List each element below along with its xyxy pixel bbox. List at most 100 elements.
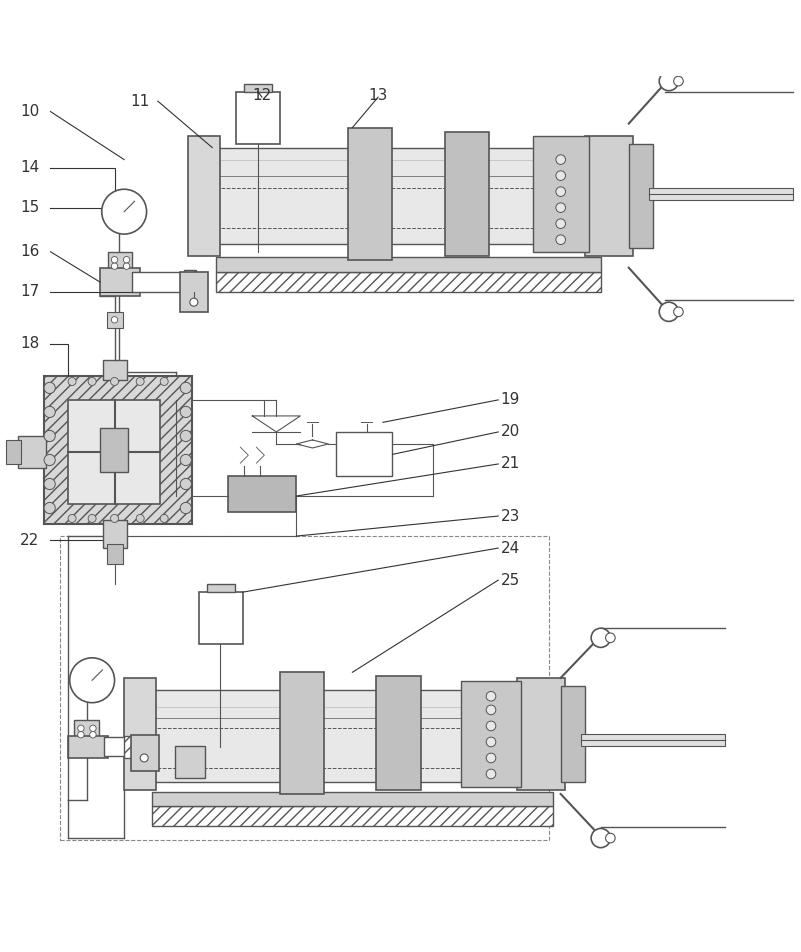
Circle shape [44,383,55,393]
Bar [152,806,553,826]
Circle shape [88,514,96,523]
Text: 24: 24 [501,541,520,556]
Bar [124,736,132,758]
Circle shape [44,503,55,514]
Circle shape [486,705,496,715]
Circle shape [556,203,566,212]
Bar [68,736,108,758]
Bar [68,400,160,504]
Bar [348,128,392,260]
Text: 13: 13 [368,88,388,103]
Circle shape [591,628,610,647]
Text: 22: 22 [20,532,39,547]
Bar [132,271,188,291]
Circle shape [659,302,678,322]
Circle shape [591,828,610,847]
Circle shape [70,658,115,703]
Circle shape [111,263,118,269]
Bar [103,360,127,380]
Circle shape [180,503,191,514]
Circle shape [136,514,144,523]
Circle shape [180,479,191,489]
Text: 12: 12 [252,88,272,103]
Circle shape [90,725,96,731]
Circle shape [674,307,683,317]
Bar [533,135,589,251]
Bar [445,131,489,256]
Circle shape [102,189,147,234]
Bar [336,432,392,476]
Bar [180,271,208,312]
Circle shape [44,430,55,442]
Bar [561,685,585,782]
Circle shape [486,769,496,779]
Circle shape [606,633,615,643]
Bar [581,734,725,746]
Text: 15: 15 [20,200,39,215]
Bar [175,746,205,778]
Circle shape [160,378,168,386]
Bar [629,144,653,248]
Bar [107,545,123,565]
Bar [216,148,601,244]
Circle shape [160,514,168,523]
Circle shape [556,155,566,165]
Bar [152,690,553,782]
Circle shape [90,731,96,738]
Circle shape [556,235,566,245]
Circle shape [606,833,615,843]
Circle shape [659,71,678,90]
Circle shape [111,378,119,386]
Bar [199,592,243,645]
Bar [244,84,272,91]
Circle shape [78,725,84,731]
Circle shape [111,514,119,523]
Text: 21: 21 [501,457,520,471]
Circle shape [556,219,566,228]
Circle shape [180,454,191,466]
Circle shape [123,256,130,263]
Text: 25: 25 [501,573,520,587]
Bar [376,676,421,790]
Bar [649,188,793,200]
Text: 11: 11 [131,93,150,109]
Bar [104,737,127,756]
Bar [280,672,324,794]
Bar [6,440,21,464]
Circle shape [78,731,84,738]
Bar [184,270,196,293]
Circle shape [556,170,566,181]
Text: 10: 10 [20,104,39,119]
Bar [100,428,128,472]
Text: 23: 23 [501,508,520,524]
Bar [107,312,123,327]
Circle shape [486,721,496,731]
Circle shape [111,256,118,263]
Circle shape [140,754,148,762]
Circle shape [486,753,496,763]
Circle shape [180,383,191,393]
Circle shape [556,187,566,196]
Bar [236,91,280,144]
Circle shape [123,263,130,269]
Bar [228,476,296,512]
Circle shape [44,454,55,466]
Bar [44,376,192,524]
Bar [131,735,159,771]
Text: 19: 19 [501,392,520,407]
Bar [108,251,132,271]
Text: 16: 16 [20,245,39,259]
Bar [207,585,235,592]
Circle shape [44,407,55,418]
Bar [585,135,633,256]
Bar [100,268,140,296]
Circle shape [674,76,683,86]
Circle shape [111,317,118,323]
Circle shape [180,430,191,442]
Circle shape [180,407,191,418]
Bar [216,257,601,271]
Bar [60,536,549,841]
Circle shape [486,691,496,701]
Bar [216,271,601,291]
Bar [188,135,220,256]
